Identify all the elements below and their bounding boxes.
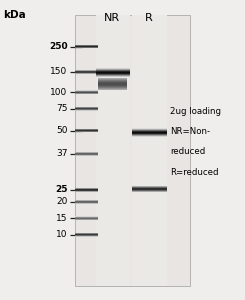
Bar (132, 15, 167, 286)
Text: reduced: reduced (170, 147, 206, 156)
Text: 250: 250 (49, 42, 67, 51)
Text: NR=Non-: NR=Non- (170, 127, 210, 136)
Text: kDa: kDa (3, 11, 26, 20)
Text: 15: 15 (56, 214, 67, 223)
Text: 20: 20 (56, 197, 67, 206)
Text: R: R (145, 13, 153, 22)
Text: R=reduced: R=reduced (170, 168, 219, 177)
Text: 37: 37 (56, 149, 67, 158)
Text: 2ug loading: 2ug loading (170, 106, 221, 116)
Text: 75: 75 (56, 104, 67, 113)
Text: 25: 25 (55, 185, 67, 194)
Bar (96, 15, 130, 286)
Bar (75, 15, 190, 286)
Text: 10: 10 (56, 230, 67, 239)
Text: 50: 50 (56, 126, 67, 135)
Text: 100: 100 (50, 88, 67, 97)
Text: 150: 150 (50, 68, 67, 76)
Text: NR: NR (104, 13, 120, 22)
